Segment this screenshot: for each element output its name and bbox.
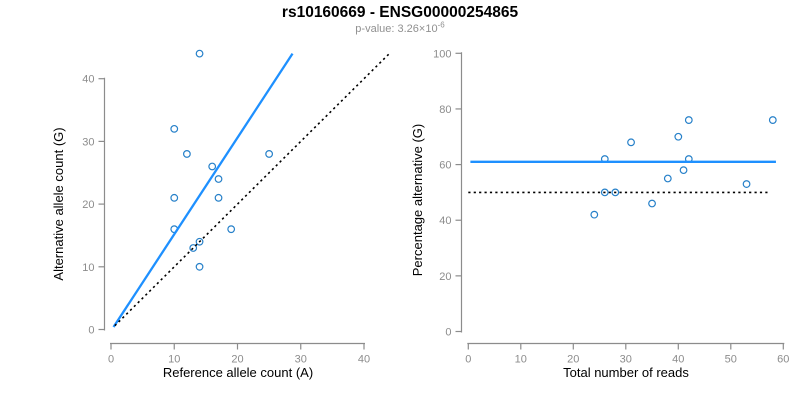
data-point (214, 193, 223, 202)
data-point (208, 162, 217, 171)
x-tick-label: 20 (567, 354, 579, 366)
x-tick-label: 40 (358, 354, 370, 366)
data-point (648, 199, 656, 208)
data-point (182, 150, 191, 158)
data-point (170, 193, 179, 202)
x-tick-label: 0 (465, 354, 471, 366)
data-point (189, 244, 198, 252)
y-axis-title: Alternative allele count (G) (51, 127, 66, 280)
x-tick-label: 40 (672, 354, 684, 366)
pvalue-subtitle: p-value: 3.26×10-6 (0, 20, 800, 35)
data-point (265, 150, 274, 158)
x-tick-label: 10 (168, 354, 180, 366)
data-point (768, 116, 777, 124)
data-point (195, 49, 204, 58)
y-tick-label: 20 (439, 271, 451, 283)
data-point (742, 180, 751, 188)
y-tick-label: 0 (445, 327, 451, 339)
data-point (214, 175, 223, 183)
x-tick-label: 0 (108, 354, 114, 366)
data-point (170, 124, 179, 133)
page-title: rs10160669 - ENSG00000254865 (281, 4, 519, 21)
x-tick-label: 30 (620, 354, 632, 366)
data-point (195, 237, 204, 246)
y-tick-label: 30 (82, 136, 94, 148)
identity-line (114, 51, 392, 327)
data-point (679, 166, 688, 175)
left-scatter-plot: 0 10 20 30 40 0 10 20 30 40 Reference allele count… (51, 49, 392, 380)
y-tick-label: 0 (88, 325, 94, 337)
data-point (684, 116, 693, 124)
pvalue-text: p-value: 3.26×10 (355, 23, 438, 35)
y-tick-label: 60 (439, 160, 451, 172)
data-point (195, 262, 204, 271)
fit-line (112, 52, 294, 328)
y-tick-label: 80 (439, 104, 451, 116)
x-tick-label: 30 (295, 354, 307, 366)
x-axis-title: Total number of reads (563, 365, 689, 380)
y-axis-title: Percentage alternative (G) (410, 124, 425, 276)
y-tick-label: 10 (82, 262, 94, 274)
x-tick-label: 20 (231, 354, 243, 366)
data-point (611, 188, 620, 197)
y-tick-label: 20 (82, 199, 94, 211)
y-tick-label: 100 (433, 48, 451, 60)
x-tick-label: 60 (777, 354, 789, 366)
data-point (674, 132, 683, 141)
pvalue-exponent: -6 (437, 20, 445, 30)
data-point (627, 138, 635, 147)
y-tick-label: 40 (82, 74, 94, 86)
data-point (600, 188, 609, 197)
right-scatter-plot: 0 20 40 60 80 100 0 10 20 30 40 50 60 Total number of… (410, 48, 789, 380)
x-tick-label: 10 (515, 354, 527, 366)
x-axis-title: Reference allele count (A) (163, 365, 313, 380)
x-tick-label: 50 (725, 354, 737, 366)
data-point (227, 225, 236, 234)
y-tick-label: 40 (439, 215, 451, 227)
data-point (663, 174, 672, 183)
data-point (590, 210, 599, 219)
